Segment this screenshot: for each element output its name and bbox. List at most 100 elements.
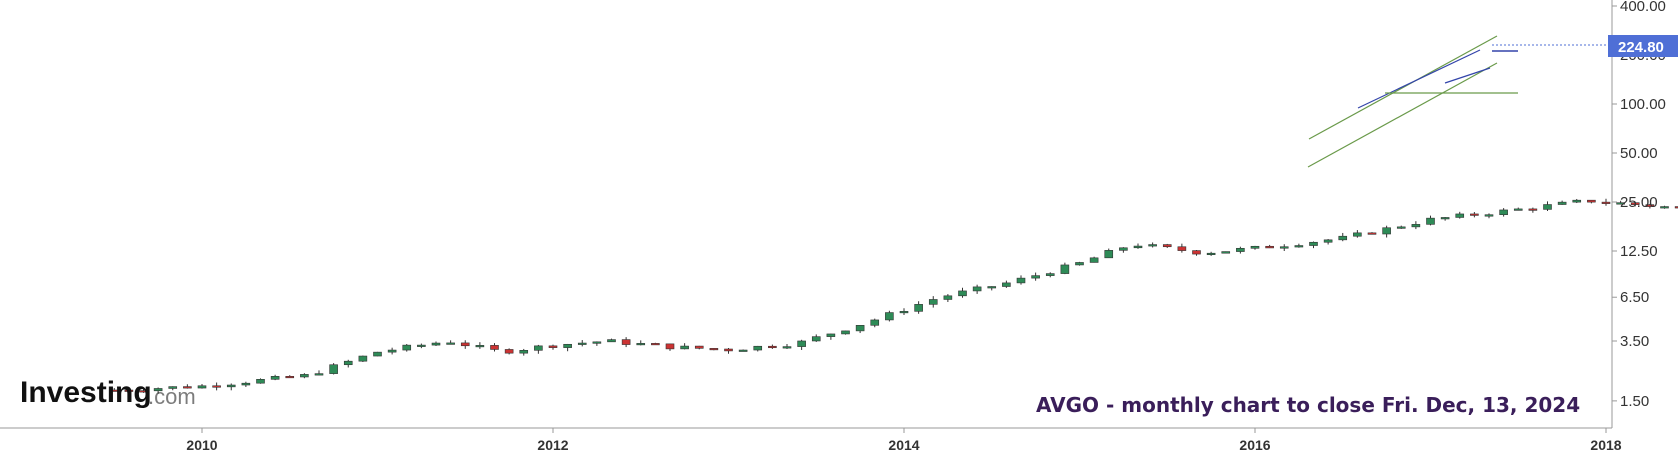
candle-up — [475, 345, 485, 348]
candle-up — [1236, 247, 1245, 252]
candle-up — [636, 343, 646, 346]
candle-up — [1513, 208, 1523, 211]
last-price-tag: 224.80 — [1608, 35, 1678, 57]
candle-down — [504, 349, 514, 354]
candle-down — [1630, 202, 1640, 205]
y-tick-label: 100.00 — [1620, 96, 1666, 113]
candle-up — [519, 350, 529, 354]
candle-up — [958, 290, 967, 297]
x-axis: 20102012201420162018202020222024202 — [0, 427, 1622, 453]
candle-down — [1674, 206, 1678, 209]
candle-down — [665, 343, 675, 350]
candle-up — [841, 330, 850, 335]
candle-up — [1309, 241, 1318, 246]
candle-up — [914, 304, 923, 312]
trend-channels — [1307, 35, 1518, 168]
candle-up — [197, 385, 207, 389]
candle-up — [1616, 202, 1625, 205]
y-tick-label: 400.00 — [1620, 0, 1666, 15]
candle-up — [1031, 275, 1040, 279]
candle-down — [621, 339, 631, 345]
candle-up — [1148, 244, 1157, 247]
investing-logo: Investing .com — [20, 376, 196, 409]
candles — [109, 198, 1678, 394]
candle-up — [1455, 213, 1465, 218]
candle-up — [797, 340, 806, 347]
y-tick-label: 1.50 — [1620, 393, 1649, 410]
candle-up — [870, 319, 880, 326]
candle-down — [109, 389, 119, 392]
candle-up — [314, 373, 324, 376]
chart-annotation: AVGO - monthly chart to close Fri. Dec, … — [1036, 393, 1580, 417]
candle-down — [139, 390, 148, 393]
y-tick-label: 6.50 — [1620, 289, 1649, 306]
candle-up — [1294, 245, 1304, 248]
candle-up — [782, 346, 792, 349]
candle-down — [1265, 245, 1274, 249]
candle-up — [270, 376, 280, 380]
candle-up — [1484, 214, 1494, 217]
candle-up — [1250, 245, 1260, 249]
x-tick-label: 2012 — [537, 437, 568, 453]
candle-up — [1543, 204, 1552, 210]
candle-down — [183, 386, 192, 389]
candle-up — [1206, 252, 1216, 256]
candle-up — [928, 299, 938, 305]
candle-up — [1133, 245, 1143, 249]
candle-up — [899, 311, 909, 314]
candle-down — [694, 345, 704, 349]
candle-up — [577, 342, 587, 345]
candle-up — [373, 351, 382, 357]
candle-up — [592, 341, 602, 344]
candle-up — [855, 325, 865, 332]
candle-up — [607, 339, 616, 343]
last-price-tag-bg — [1608, 35, 1678, 57]
candle-down — [285, 376, 295, 379]
candle-down — [709, 348, 719, 351]
candle-up — [1572, 199, 1582, 203]
candle-up — [972, 286, 982, 292]
candle-up — [446, 342, 455, 345]
candle-up — [1411, 224, 1421, 228]
candle-up — [1221, 251, 1231, 254]
candle-up — [168, 386, 178, 389]
x-tick-label: 2016 — [1239, 437, 1270, 453]
candle-up — [1426, 217, 1435, 225]
x-tick-label: 2010 — [186, 437, 217, 453]
y-tick-label: 50.00 — [1620, 145, 1658, 162]
candle-up — [1119, 247, 1128, 251]
candle-up — [387, 349, 397, 353]
candle-down — [1192, 250, 1201, 255]
candle-up — [885, 312, 894, 321]
candle-down — [1177, 246, 1187, 251]
candle-up — [358, 355, 368, 362]
candle-up — [943, 295, 953, 300]
candle-down — [460, 342, 470, 347]
candle-down — [768, 345, 777, 349]
candle-down — [1601, 201, 1611, 204]
candle-up — [226, 384, 236, 388]
y-tick-label: 12.50 — [1620, 243, 1658, 260]
candle-up — [534, 345, 543, 351]
candle-down — [1645, 204, 1655, 207]
candle-down — [124, 389, 134, 392]
candle-up — [1557, 201, 1567, 205]
candle-up — [1075, 262, 1084, 266]
candle-up — [1104, 250, 1114, 259]
candle-up — [343, 360, 353, 366]
y-tick-label: 3.50 — [1620, 333, 1649, 350]
candle-up — [1382, 227, 1391, 235]
candle-up — [1499, 209, 1508, 216]
candle-up — [1002, 282, 1011, 287]
candle-up — [826, 333, 836, 337]
candle-down — [724, 348, 733, 352]
candle-up — [256, 379, 265, 384]
candle-up — [1440, 217, 1450, 220]
candle-up — [563, 343, 572, 348]
candle-up — [753, 345, 763, 351]
candle-up — [1396, 226, 1406, 229]
candle-up — [1089, 257, 1099, 263]
candle-up — [417, 344, 426, 347]
candle-down — [1162, 244, 1172, 248]
